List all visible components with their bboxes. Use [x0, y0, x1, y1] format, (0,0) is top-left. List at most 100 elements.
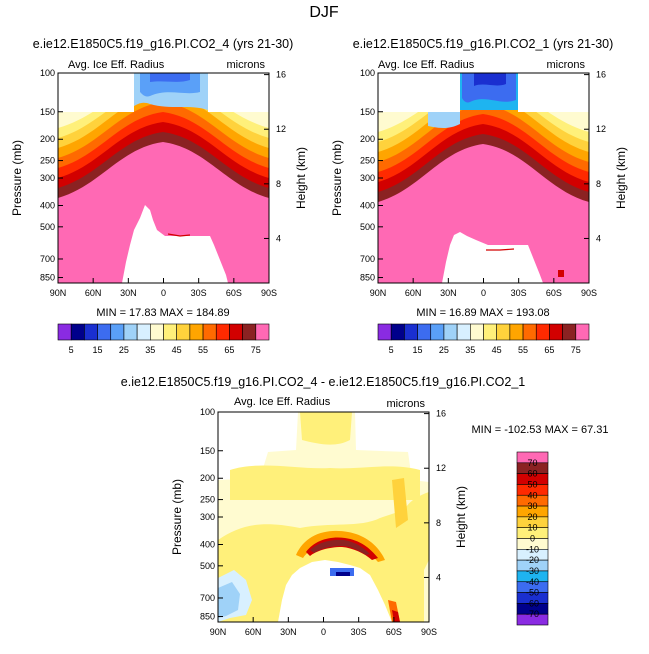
colorbar-label: -20: [526, 555, 539, 565]
colorbar-cell: [202, 323, 217, 341]
colorbar-label: 5: [389, 345, 394, 355]
panel-3: e.ie12.E1850C5.f19_g16.PI.CO2_4 - e.ie12…: [121, 375, 609, 637]
colorbar-cell: [456, 323, 471, 341]
y-tick-label: 100: [200, 407, 215, 417]
panel-2-ylabel-right: Height (km): [614, 147, 628, 209]
x-tick-label: 90S: [261, 288, 277, 298]
p3-yellow-ring: [230, 465, 420, 500]
panel-2: e.ie12.E1850C5.f19_g16.PI.CO2_1 (yrs 21-…: [330, 37, 628, 355]
colorbar-label: 10: [527, 523, 537, 533]
colorbar-label: 20: [527, 512, 537, 522]
colorbar-label: -60: [526, 598, 539, 608]
y-right-tick-label: 12: [596, 124, 606, 134]
panel-3-subtitle-left: Avg. Ice Eff. Radius: [234, 396, 331, 408]
colorbar-label: 5: [69, 345, 74, 355]
colorbar-label: 45: [172, 345, 182, 355]
colorbar-label: 70: [527, 458, 537, 468]
x-tick-label: 60N: [245, 627, 262, 637]
colorbar-cell: [390, 323, 405, 341]
colorbar-label: -50: [526, 588, 539, 598]
y-right-tick-label: 8: [436, 518, 441, 528]
p1-cap-darkblue: [150, 73, 190, 82]
page-title: DJF: [309, 4, 339, 21]
panel-3-ylabel: Pressure (mb): [170, 479, 184, 555]
y-tick-label: 250: [40, 156, 55, 166]
colorbar-cell: [123, 323, 138, 341]
y-tick-label: 150: [40, 107, 55, 117]
panel-2-subtitle-left: Avg. Ice Eff. Radius: [378, 59, 475, 71]
colorbar-cell: [430, 323, 445, 341]
y-tick-label: 300: [200, 512, 215, 522]
colorbar-cell: [575, 323, 590, 341]
colorbar-label: 25: [119, 345, 129, 355]
colorbar-label: 40: [527, 490, 537, 500]
colorbar-label: 75: [571, 345, 581, 355]
p3-mask-darkblue: [336, 572, 350, 576]
y-tick-label: 500: [200, 561, 215, 571]
colorbar-label: -30: [526, 566, 539, 576]
x-tick-label: 90N: [210, 627, 227, 637]
colorbar-cell: [97, 323, 112, 341]
colorbar-cell: [242, 323, 257, 341]
x-tick-label: 60S: [386, 627, 402, 637]
y-tick-label: 400: [360, 200, 375, 210]
colorbar-cell: [404, 323, 418, 341]
colorbar-cell: [70, 323, 85, 341]
colorbar-cell: [496, 323, 511, 341]
y-tick-label: 150: [360, 107, 375, 117]
colorbar-cell: [522, 323, 537, 341]
y-tick-label: 300: [40, 173, 55, 183]
panel-2-axes: 90N 60N 30N 0 30S 60S 90S 100 150 200 250 300 400 500…: [360, 68, 606, 298]
x-tick-label: 90N: [370, 288, 387, 298]
colorbar-cell: [417, 323, 432, 341]
y-tick-label: 850: [40, 273, 55, 283]
y-tick-label: 200: [360, 134, 375, 144]
panel-3-ylabel-right: Height (km): [454, 486, 468, 548]
panel-2-stats: MIN = 16.89 MAX = 193.08: [416, 307, 549, 319]
y-tick-label: 200: [200, 473, 215, 483]
y-tick-label: 100: [360, 68, 375, 78]
panel-3-title: e.ie12.E1850C5.f19_g16.PI.CO2_4 - e.ie12…: [121, 375, 526, 389]
colorbar-label: 25: [439, 345, 449, 355]
y-tick-label: 700: [200, 593, 215, 603]
colorbar-cell: [136, 323, 151, 341]
p3-lightblue-left: [218, 582, 240, 618]
p3-yellow-cap: [300, 412, 352, 445]
panel-2-ylabel: Pressure (mb): [330, 140, 344, 216]
panel-3-field: [218, 412, 429, 622]
colorbar-cell: [443, 323, 458, 341]
y-tick-label: 700: [40, 254, 55, 264]
panel-1-colorbar: 5 15 25 35 45 55 65 75: [57, 323, 270, 355]
p1-topo: [122, 205, 228, 283]
y-tick-label: 300: [360, 173, 375, 183]
y-right-tick-label: 4: [596, 233, 601, 243]
panel-3-subtitle-right: microns: [386, 398, 425, 410]
colorbar-cell: [215, 323, 230, 341]
colorbar-cell: [163, 323, 177, 341]
colorbar-label: 15: [93, 345, 103, 355]
y-tick-label: 250: [200, 495, 215, 505]
colorbar-label: 0: [530, 534, 535, 544]
x-tick-label: 30S: [191, 288, 207, 298]
colorbar-cell: [110, 323, 125, 341]
colorbar-cell: [150, 323, 164, 341]
p3-band-gold: [392, 478, 408, 528]
x-tick-label: 60N: [85, 288, 102, 298]
x-tick-label: 30N: [280, 627, 297, 637]
y-right-tick-label: 16: [596, 70, 606, 80]
panel-2-field: [378, 73, 589, 283]
colorbar-cell: [562, 323, 577, 341]
y-tick-label: 400: [200, 539, 215, 549]
colorbar-cell: [470, 323, 484, 341]
colorbar-label: 55: [198, 345, 208, 355]
y-tick-label: 100: [40, 68, 55, 78]
colorbar-label: 15: [413, 345, 423, 355]
p2-contour-line: [486, 248, 515, 251]
panel-1-subtitle-right: microns: [226, 59, 265, 71]
y-tick-label: 400: [40, 200, 55, 210]
panel-1-title: e.ie12.E1850C5.f19_g16.PI.CO2_4 (yrs 21-…: [33, 37, 294, 51]
colorbar-label: 35: [145, 345, 155, 355]
